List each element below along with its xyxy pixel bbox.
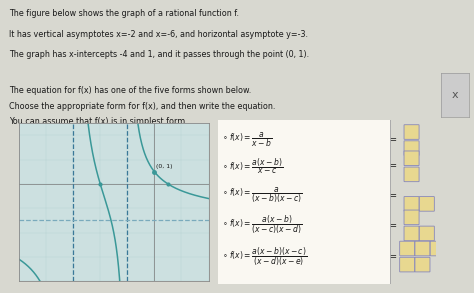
Text: =: = [389,135,396,144]
FancyBboxPatch shape [419,226,434,241]
FancyBboxPatch shape [419,197,434,211]
Text: (0, 1): (0, 1) [156,164,173,169]
FancyBboxPatch shape [415,241,430,256]
Text: =: = [389,221,396,230]
Text: $\circ\ f(x) = \dfrac{a(x-b)(x-c)}{(x-d)(x-e)}$: $\circ\ f(x) = \dfrac{a(x-b)(x-c)}{(x-d)… [222,245,308,268]
Text: =: = [389,161,396,171]
FancyBboxPatch shape [400,257,415,272]
Text: The figure below shows the graph of a rational function f.: The figure below shows the graph of a ra… [9,9,239,18]
Text: You can assume that f(x) is in simplest form.: You can assume that f(x) is in simplest … [9,117,188,126]
Text: It has vertical asymptotes x=-2 and x=-6, and horizontal asymptote y=-3.: It has vertical asymptotes x=-2 and x=-6… [9,30,309,39]
FancyBboxPatch shape [404,151,419,166]
Text: The graph has x-intercepts -4 and 1, and it passes through the point (0, 1).: The graph has x-intercepts -4 and 1, and… [9,50,310,59]
Text: $\circ\ f(x) = \dfrac{a(x-b)}{(x-c)(x-d)}$: $\circ\ f(x) = \dfrac{a(x-b)}{(x-c)(x-d)… [222,214,303,236]
Text: $\circ\ f(x) = \dfrac{a}{(x-b)(x-c)}$: $\circ\ f(x) = \dfrac{a}{(x-b)(x-c)}$ [222,186,303,205]
FancyBboxPatch shape [415,257,430,272]
FancyBboxPatch shape [404,210,419,225]
FancyBboxPatch shape [404,167,419,182]
Text: Choose the appropriate form for f(x), and then write the equation.: Choose the appropriate form for f(x), an… [9,102,276,111]
FancyBboxPatch shape [430,241,445,256]
Text: The equation for f(x) has one of the five forms shown below.: The equation for f(x) has one of the fiv… [9,86,252,95]
Text: $\circ\ f(x) = \dfrac{a(x-b)}{x-c}$: $\circ\ f(x) = \dfrac{a(x-b)}{x-c}$ [222,156,283,176]
FancyBboxPatch shape [404,141,419,155]
Text: $\circ\ f(x) = \dfrac{a}{x-b}$: $\circ\ f(x) = \dfrac{a}{x-b}$ [222,131,273,149]
Text: x: x [452,90,458,100]
FancyBboxPatch shape [404,125,419,139]
FancyBboxPatch shape [216,118,390,286]
FancyBboxPatch shape [404,197,419,211]
Text: =: = [389,191,396,200]
Text: =: = [389,252,396,261]
FancyBboxPatch shape [400,241,415,256]
FancyBboxPatch shape [404,226,419,241]
